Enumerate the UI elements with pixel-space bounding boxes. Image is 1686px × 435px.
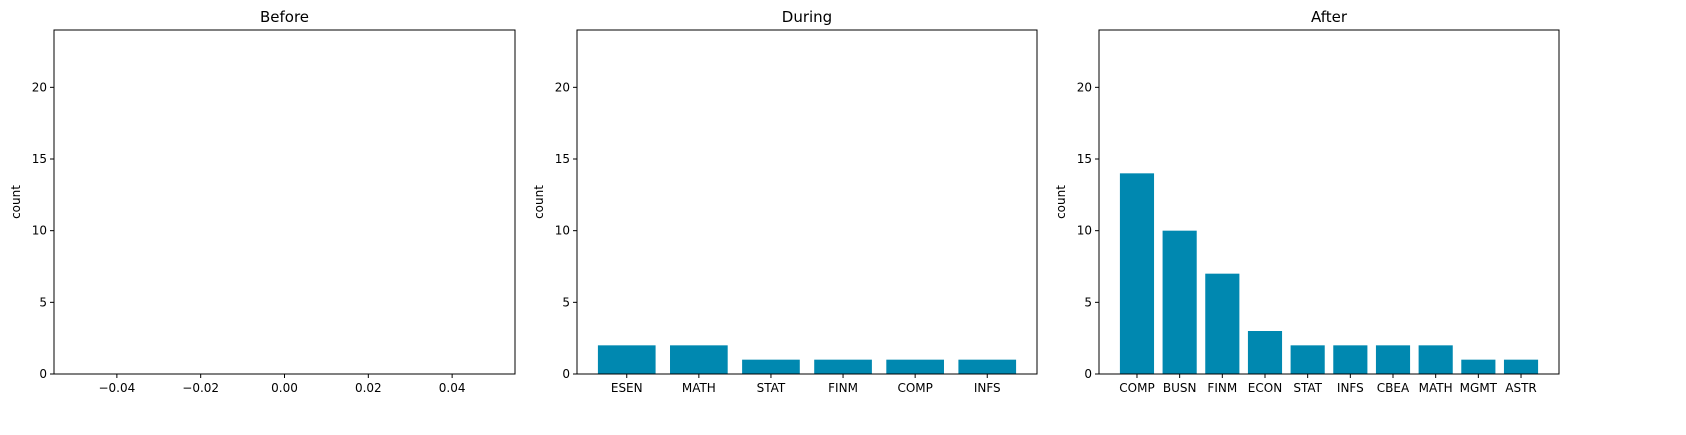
- y-tick-label: 0: [562, 367, 570, 381]
- chart-during: 0 5 10 15 20 ESEN MATH STAT FINM COMP INFS During co…: [532, 8, 1038, 395]
- x-tick-label-mgmt: MGMT: [1460, 381, 1498, 395]
- bar-infs: [1333, 345, 1368, 374]
- x-tick-label-cbea: CBEA: [1377, 381, 1410, 395]
- bar-finm: [814, 359, 872, 374]
- axes-frame: [576, 29, 1038, 375]
- bar-infs: [958, 359, 1017, 374]
- x-tick-label: 0.04: [439, 381, 466, 395]
- bar-econ: [1247, 331, 1283, 374]
- x-tick-label-busn: BUSN: [1163, 381, 1197, 395]
- x-tick-label-math: MATH: [1419, 381, 1453, 395]
- y-tick-label: 5: [39, 295, 47, 309]
- x-tick-label-math: MATH: [682, 381, 716, 395]
- y-tick-label: 0: [39, 367, 47, 381]
- bar-busn: [1162, 230, 1197, 374]
- chart-title: After: [1311, 8, 1348, 26]
- chart-before: 0 5 10 15 20 −0.04 −0.02 0.00 0.02 0.04 Before coun…: [9, 8, 516, 395]
- bar-math: [1418, 345, 1453, 374]
- axes-frame: [1098, 29, 1560, 375]
- chart-title: During: [782, 8, 832, 26]
- axes-frame: [53, 29, 516, 375]
- y-tick-label: 15: [555, 152, 570, 166]
- x-tick-label-finm: FINM: [1207, 381, 1237, 395]
- bar-stat: [742, 359, 800, 374]
- y-axis-label: count: [1054, 185, 1068, 219]
- x-tick-label: −0.04: [98, 381, 135, 395]
- y-tick-label: 10: [32, 224, 47, 238]
- y-tick-label: 15: [32, 152, 47, 166]
- x-tick-label: 0.00: [271, 381, 298, 395]
- x-tick-label-comp: COMP: [1119, 381, 1154, 395]
- bar-cbea: [1375, 345, 1411, 374]
- y-tick-label: 10: [1077, 224, 1092, 238]
- bar-astr: [1503, 359, 1539, 374]
- bar-finm: [1205, 273, 1240, 374]
- x-tick-label-infs: INFS: [1337, 381, 1364, 395]
- y-axis-label: count: [9, 185, 23, 219]
- x-tick-label: 0.02: [355, 381, 382, 395]
- x-tick-label-esen: ESEN: [611, 381, 643, 395]
- x-tick-label-stat: STAT: [1293, 381, 1322, 395]
- x-tick-label-econ: ECON: [1248, 381, 1282, 395]
- bar-math: [670, 345, 728, 374]
- y-tick-label: 20: [32, 80, 47, 94]
- bar-esen: [597, 345, 656, 374]
- x-tick-label-comp: COMP: [897, 381, 932, 395]
- y-tick-label: 10: [555, 224, 570, 238]
- chart-title: Before: [260, 8, 309, 26]
- y-tick-label: 20: [555, 80, 570, 94]
- x-tick-label-astr: ASTR: [1505, 381, 1537, 395]
- y-tick-label: 15: [1077, 152, 1092, 166]
- y-axis-label: count: [532, 185, 546, 219]
- y-tick-label: 5: [1084, 295, 1092, 309]
- bar-comp: [886, 359, 944, 374]
- x-tick-label-infs: INFS: [974, 381, 1001, 395]
- y-tick-label: 5: [562, 295, 570, 309]
- bar-comp: [1119, 173, 1155, 374]
- x-tick-label-finm: FINM: [828, 381, 858, 395]
- x-tick-label: −0.02: [182, 381, 219, 395]
- x-tick-label-stat: STAT: [757, 381, 786, 395]
- y-tick-label: 20: [1077, 80, 1092, 94]
- bar-mgmt: [1461, 359, 1496, 374]
- y-tick-label: 0: [1084, 367, 1092, 381]
- chart-after: 0 5 10 15 20 COMP BUSN FINM ECON STAT INFS CBEA MATH…: [1054, 8, 1560, 395]
- bar-stat: [1290, 345, 1325, 374]
